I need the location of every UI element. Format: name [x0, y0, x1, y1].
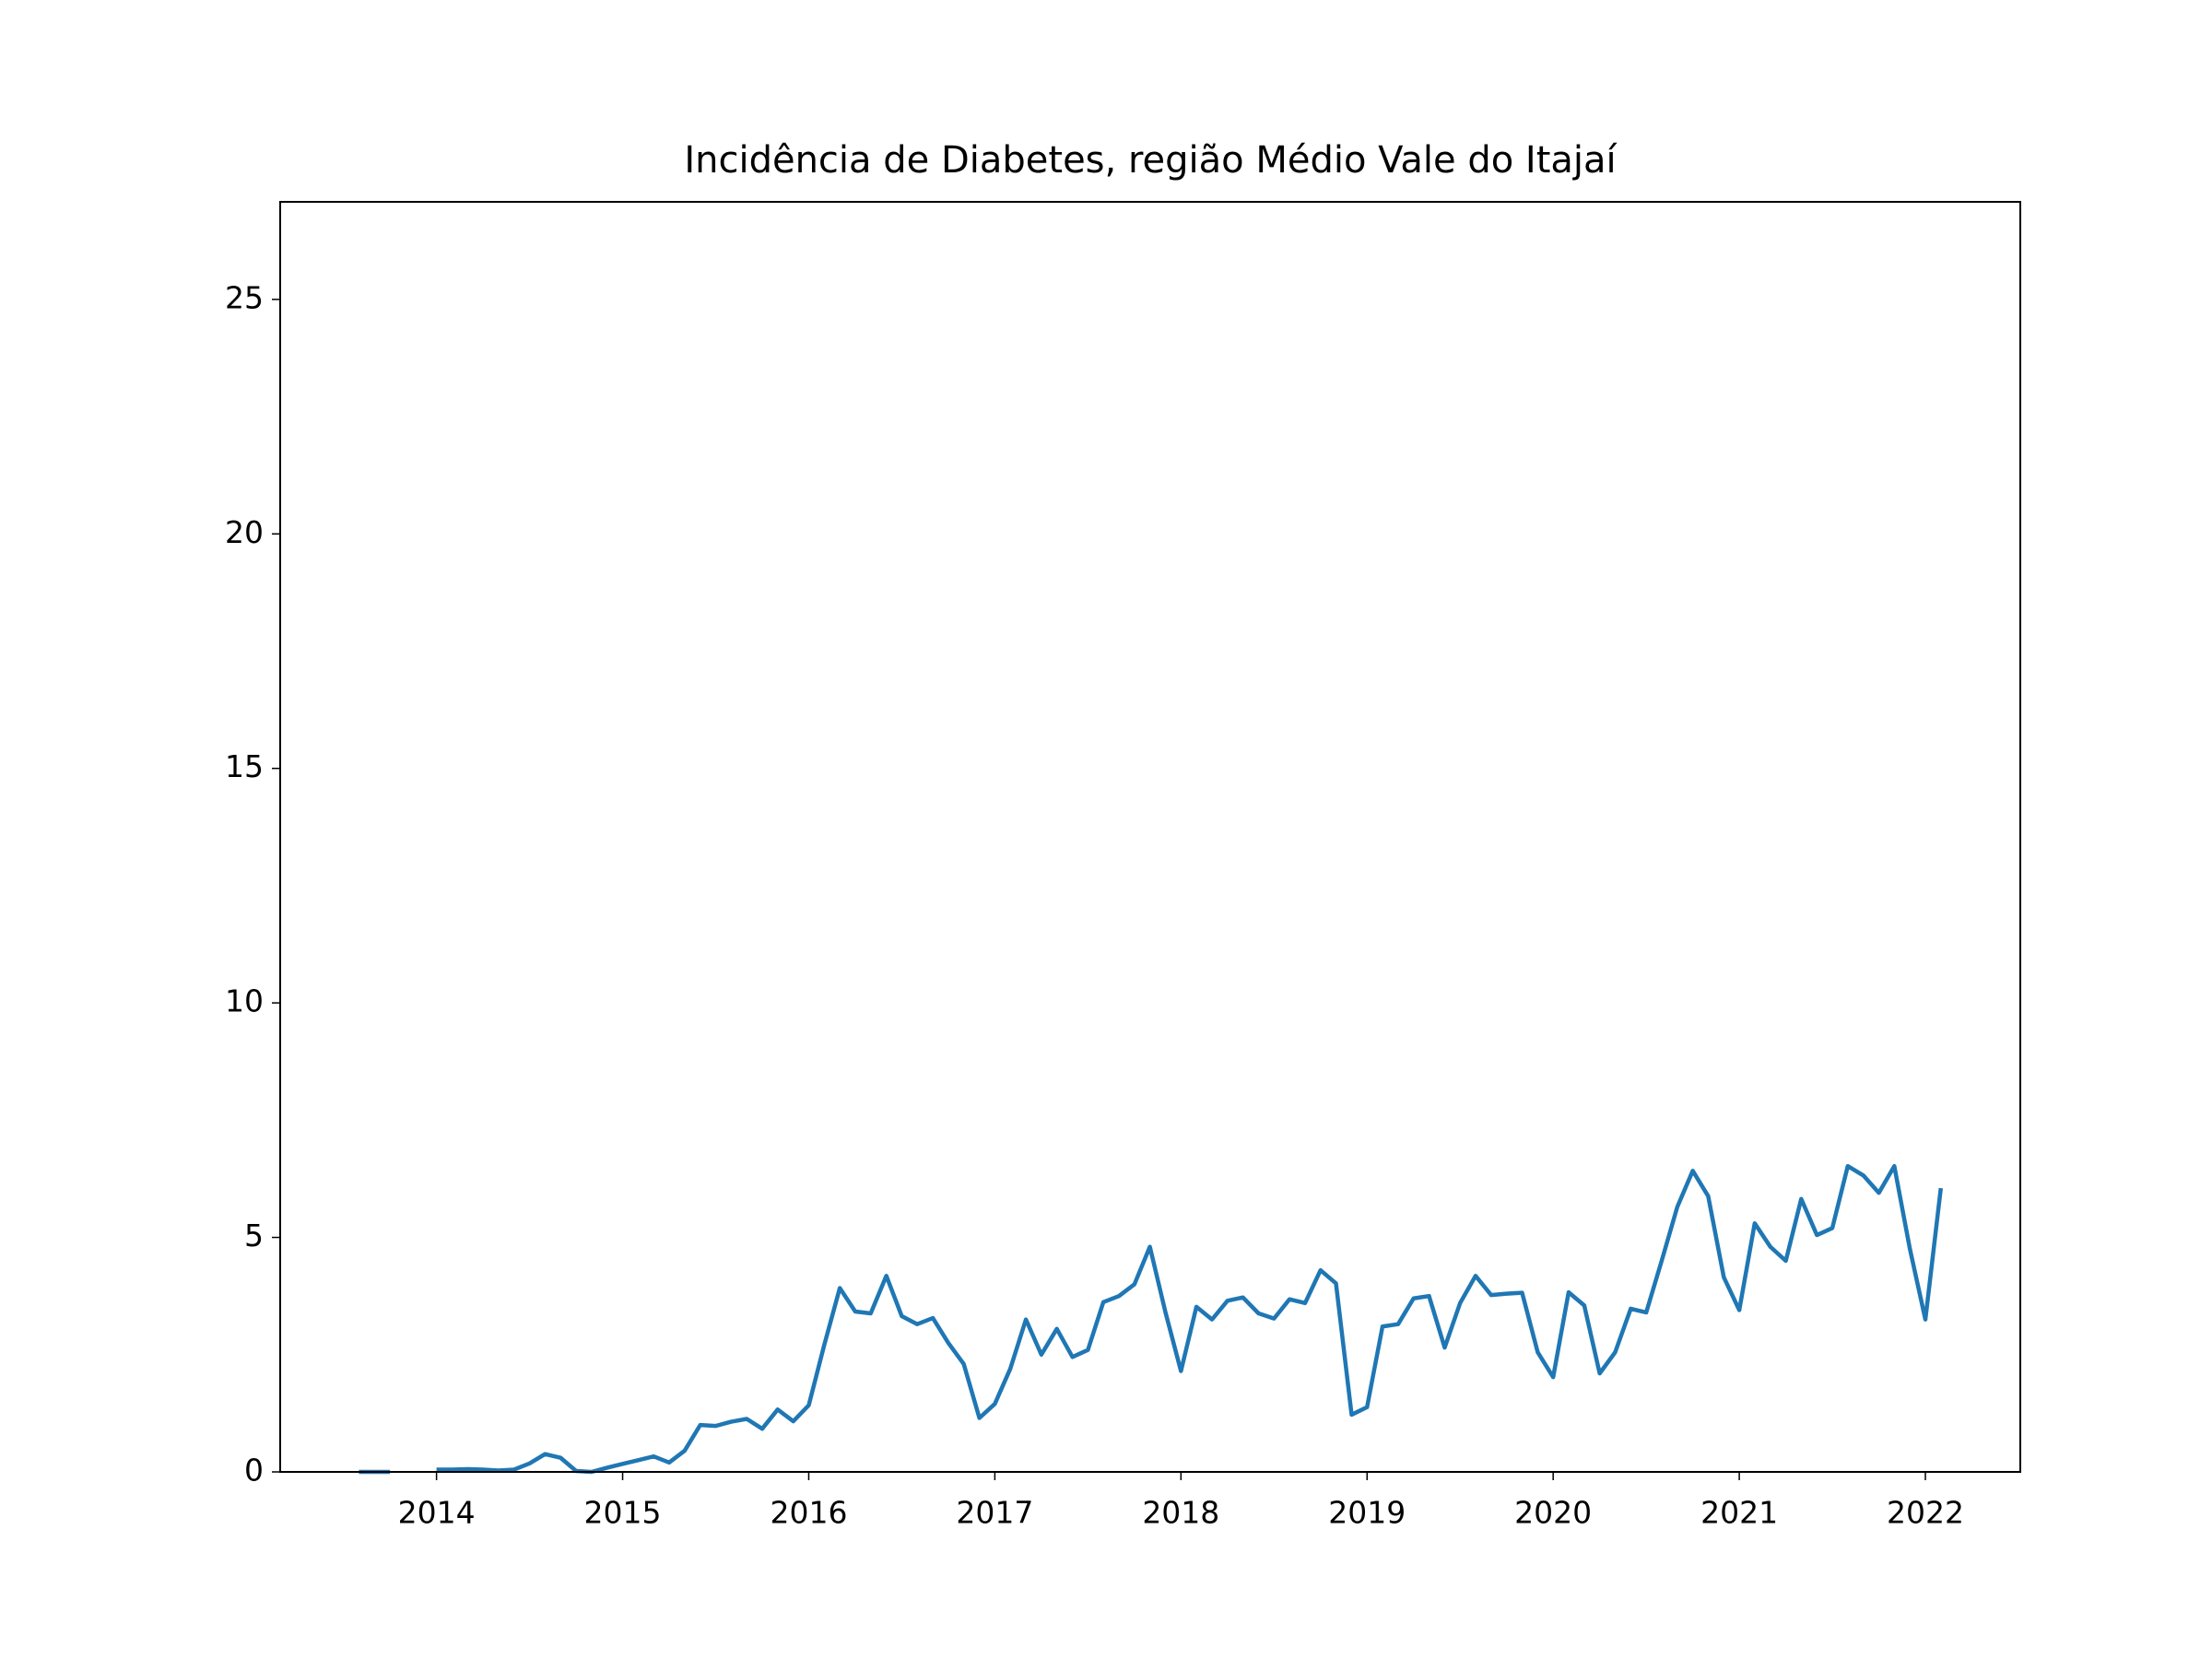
- x-tick-label: 2014: [398, 1495, 476, 1531]
- data-line: [359, 1163, 1944, 1475]
- x-tick-label: 2022: [1887, 1495, 1964, 1531]
- y-tick-label: 15: [225, 748, 264, 784]
- y-tick-label: 0: [244, 1453, 264, 1488]
- y-tick-label: 20: [225, 514, 264, 550]
- y-tick-label: 10: [225, 983, 264, 1019]
- x-tick-label: 2021: [1700, 1495, 1778, 1531]
- x-tick-label: 2017: [956, 1495, 1033, 1531]
- x-tick-label: 2018: [1142, 1495, 1219, 1531]
- x-tick-label: 2016: [770, 1495, 847, 1531]
- y-tick-label: 25: [225, 279, 264, 315]
- chart-title: Incidência de Diabetes, região Médio Val…: [684, 139, 1618, 182]
- x-tick-label: 2019: [1328, 1495, 1406, 1531]
- y-tick-label: 5: [244, 1218, 264, 1253]
- x-tick-label: 2020: [1514, 1495, 1592, 1531]
- x-tick-label: 2015: [584, 1495, 662, 1531]
- plot-frame: [279, 201, 2021, 1473]
